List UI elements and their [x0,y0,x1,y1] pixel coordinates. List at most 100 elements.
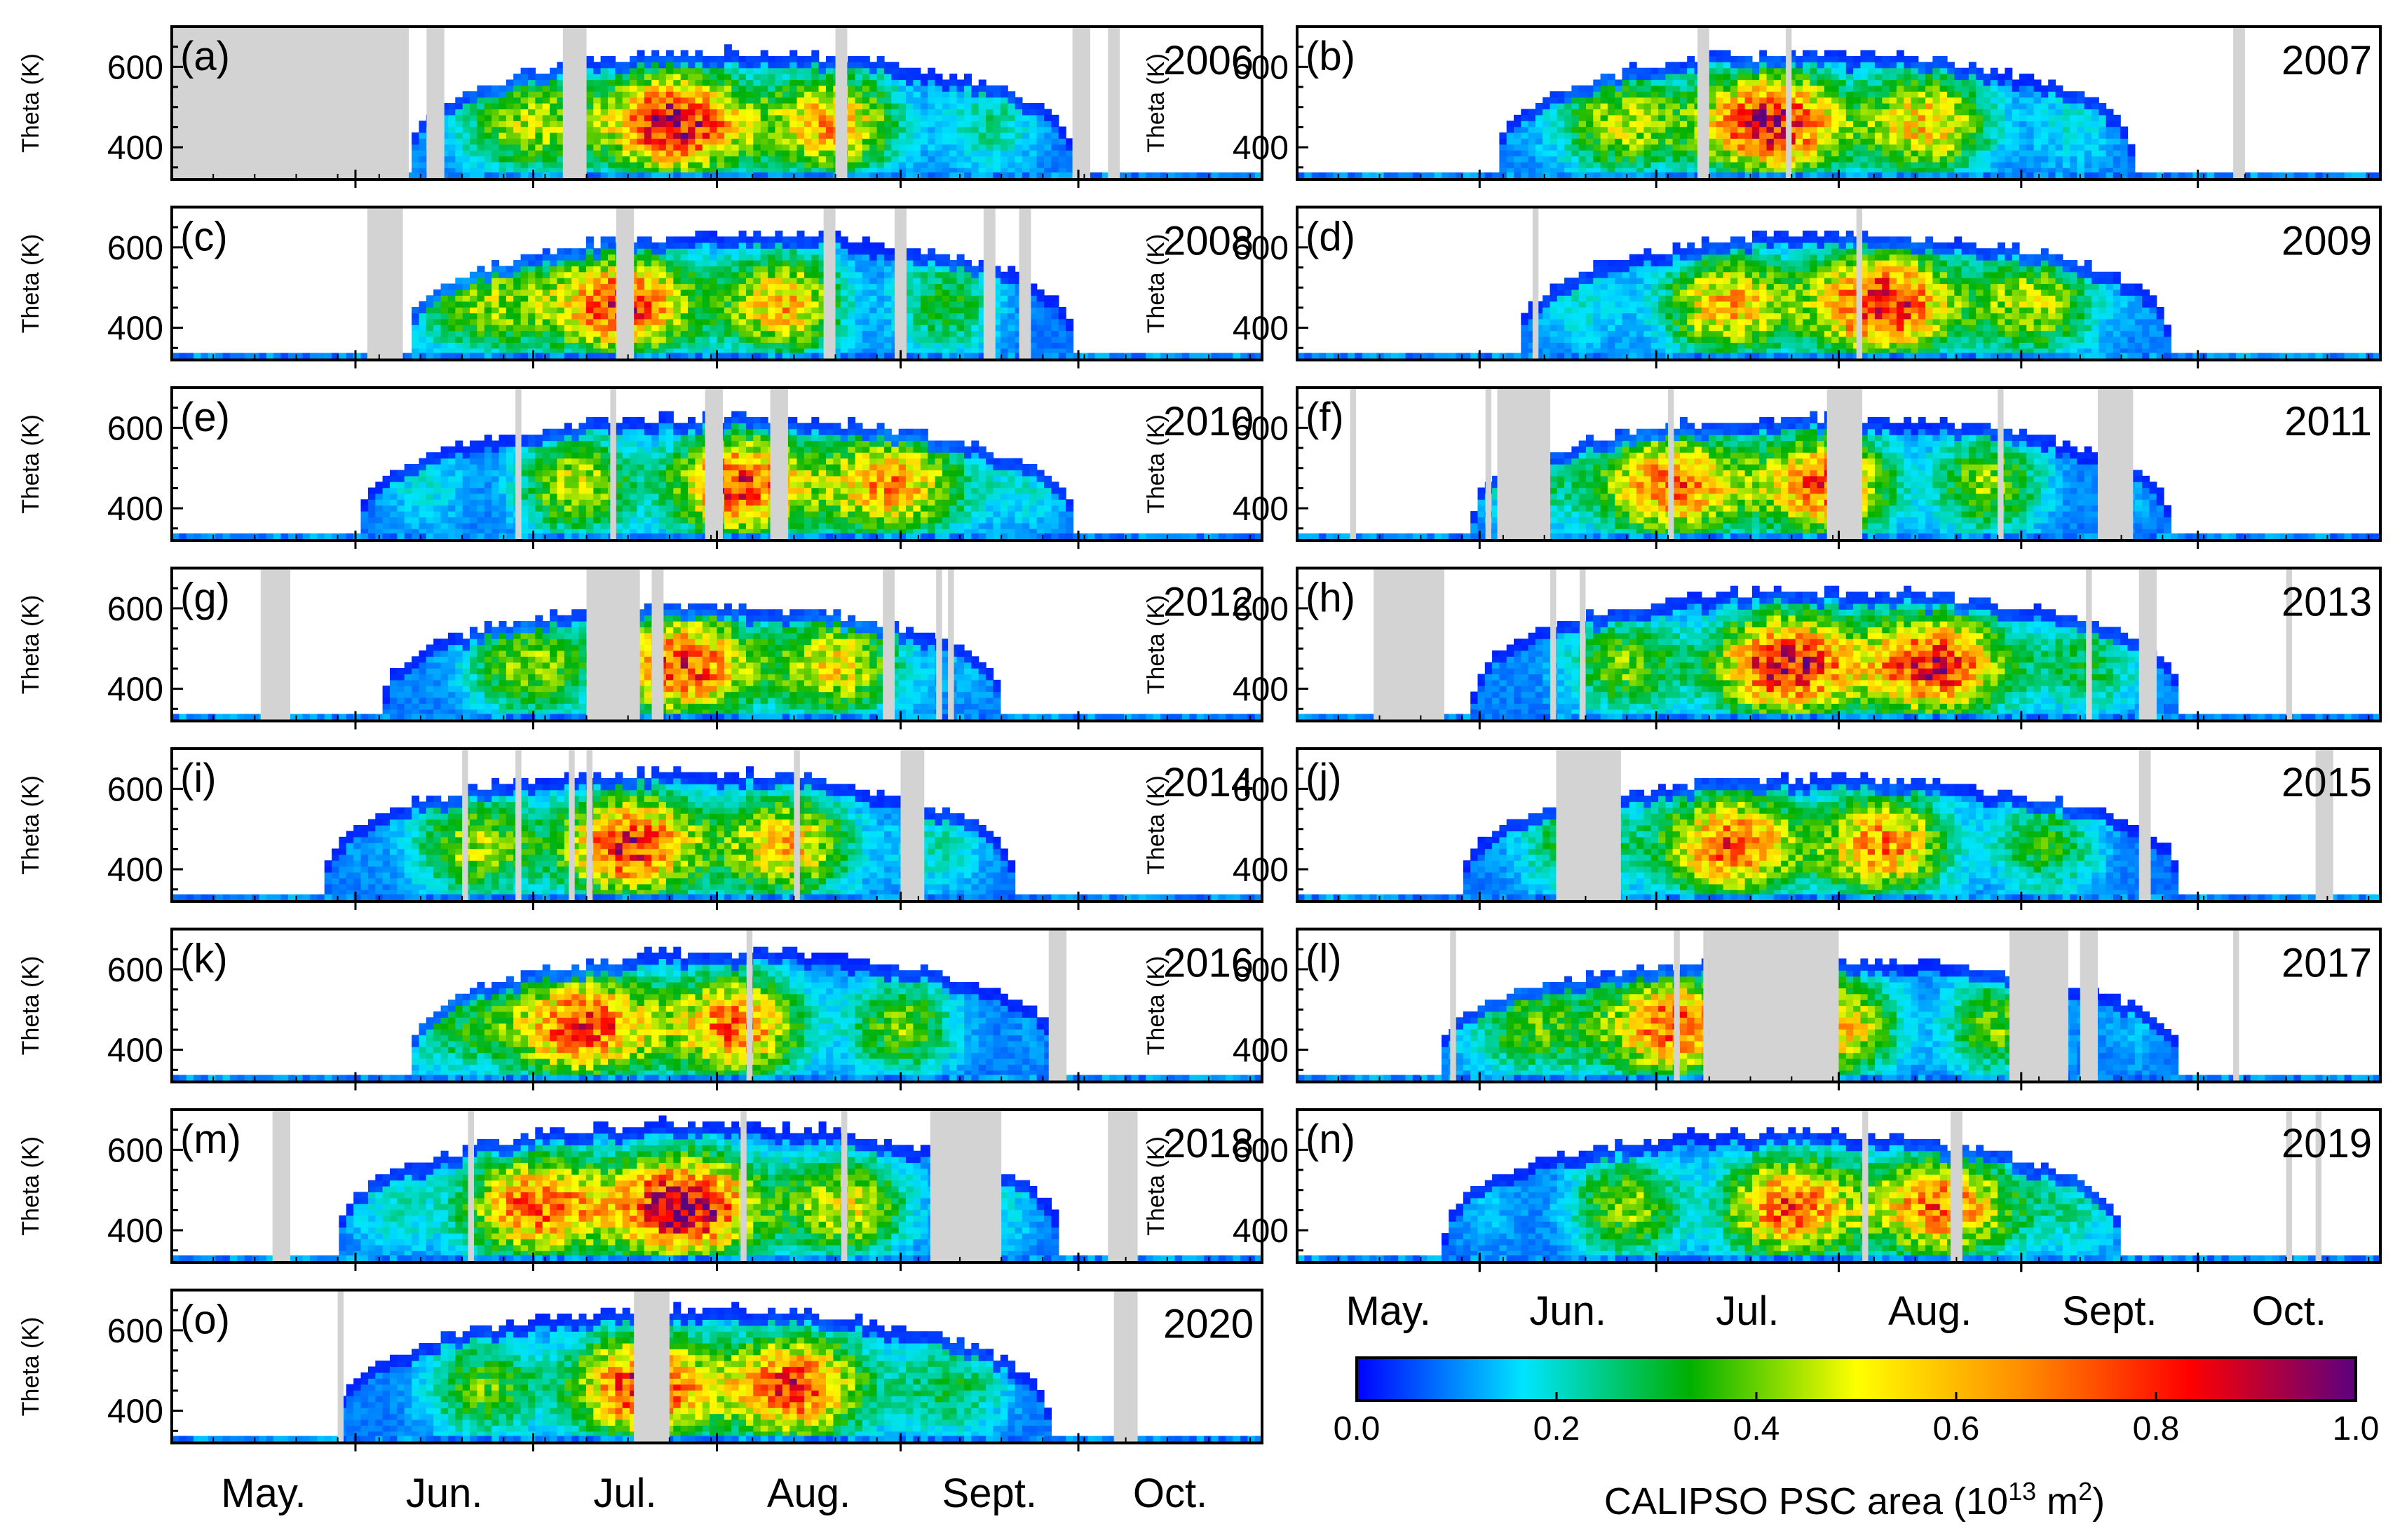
psc-cell [2026,168,2035,175]
psc-cell [1622,150,1630,157]
psc-cell [1015,161,1023,168]
psc-cell [1998,132,2005,139]
psc-cell [724,342,732,349]
psc-cell [1904,74,1912,81]
psc-cell [1506,126,1514,133]
psc-cell [2055,114,2063,121]
psc-cell [1939,161,1948,168]
psc-cell [862,348,870,355]
psc-cell [593,325,602,332]
psc-cell [585,330,594,337]
psc-cell [1709,114,1716,121]
psc-cell [1723,85,1731,92]
psc-cell [688,132,696,139]
psc-cell [1867,85,1876,92]
psc-base-band [1759,172,1768,178]
psc-cell [869,295,878,302]
psc-cell [651,325,660,332]
psc-cell [738,236,747,243]
psc-cell [1730,144,1738,151]
psc-cell [993,156,1001,163]
psc-cell [637,342,645,349]
psc-cell [593,248,602,255]
psc-cell [2019,121,2027,128]
psc-cell [1781,55,1789,62]
psc-cell [557,132,565,139]
psc-cell [513,278,522,285]
psc-cell [1737,85,1746,92]
psc-cell [455,121,463,128]
psc-cell [1961,79,1969,86]
psc-cell [658,114,667,121]
psc-cell [513,103,522,109]
psc-cell [717,295,725,302]
psc-cell [883,342,892,349]
psc-cell [520,144,529,151]
psc-cell [811,138,820,145]
psc-cell [1773,67,1782,74]
psc-cell [688,103,696,109]
psc-cell [1730,103,1738,109]
psc-cell [789,114,798,121]
psc-cell [920,74,928,81]
psc-cell [1781,67,1789,74]
psc-cell [724,121,732,128]
psc-cell [869,313,878,320]
psc-cell [1939,144,1948,151]
psc-cell [775,260,783,266]
psc-cell [782,342,790,349]
psc-cell [731,348,740,355]
psc-cell [1845,67,1854,74]
psc-cell [585,266,594,273]
psc-cell [913,248,921,255]
psc-cell [883,313,892,320]
psc-cell [542,342,550,349]
psc-cell [1939,79,1948,86]
psc-cell [1939,85,1948,92]
psc-cell [796,55,805,62]
psc-cell [1593,138,1601,145]
psc-cell [644,313,652,320]
psc-cell [883,62,892,69]
psc-cell [644,295,652,302]
psc-cell [1528,109,1536,116]
psc-cell [1817,126,1825,133]
psc-cell [564,260,572,266]
psc-cell [1730,168,1738,175]
psc-cell [913,336,921,343]
psc-cell [2040,156,2049,163]
psc-cell [2099,161,2107,168]
psc-cell [557,97,565,104]
psc-cell [768,67,776,74]
psc-cell [658,289,667,296]
psc-cell [470,168,477,175]
psc-cell [2113,150,2121,157]
psc-cell [637,50,645,57]
psc-cell [869,132,878,139]
psc-cell [1875,132,1883,139]
psc-cell [1015,156,1023,163]
psc-cell [1506,144,1514,151]
psc-cell [738,260,747,266]
psc-cell [1658,156,1666,163]
psc-cell [1766,121,1775,128]
psc-cell [768,144,776,151]
psc-cell [789,138,798,145]
psc-cell [775,295,783,302]
psc-cell [1514,121,1521,128]
psc-cell [724,278,732,285]
psc-cell [440,161,449,168]
psc-cell [622,85,630,92]
psc-base-band [731,172,740,178]
psc-cell [520,318,529,325]
psc-cell [1904,67,1912,74]
psc-cell [1716,74,1724,81]
psc-cell [665,242,674,249]
psc-cell [702,121,710,128]
psc-cell [1853,114,1861,121]
psc-base-band [1124,172,1132,178]
psc-cell [1629,62,1637,69]
psc-cell [920,126,928,133]
psc-cell [1990,126,1998,133]
psc-cell [2048,103,2056,109]
